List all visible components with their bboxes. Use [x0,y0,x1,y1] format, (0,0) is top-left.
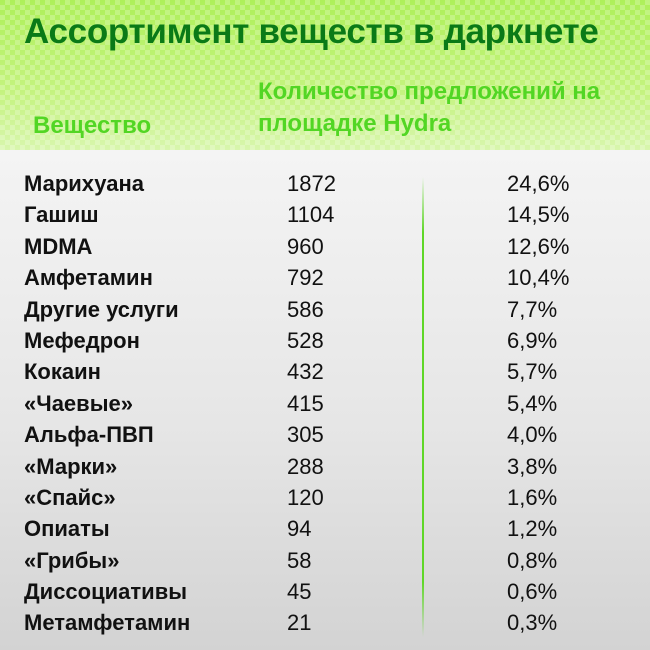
substance-name: Диссоциативы [24,579,188,605]
table-row: «Чаевые» 415 5,4% [0,388,650,419]
substance-name: «Спайс» [24,484,116,510]
offer-count: 305 [287,422,324,448]
offer-count: 960 [287,233,324,259]
substance-name: Кокаин [24,359,101,385]
offer-percent: 14,5% [507,202,570,228]
offer-percent: 10,4% [507,265,570,291]
substance-name: «Грибы» [24,547,120,573]
offer-percent: 1,2% [507,516,558,542]
substance-name: Мефедрон [24,327,140,353]
substance-name: Другие услуги [24,296,179,322]
offer-percent: 12,6% [507,233,570,259]
offer-percent: 5,4% [507,390,558,416]
substance-name: Альфа-ПВП [24,422,154,448]
offer-count: 120 [287,484,324,510]
table-row: «Спайс» 120 1,6% [0,482,650,513]
offer-count: 94 [287,516,312,542]
offer-count: 1104 [287,202,335,228]
column-divider [422,177,424,637]
table-row: Другие услуги 586 7,7% [0,294,650,325]
table-row: Опиаты 94 1,2% [0,513,650,544]
offer-count: 586 [287,296,324,322]
substance-name: MDMA [24,233,93,259]
table-row: Метамфетамин 21 0,3% [0,607,650,638]
offer-count: 415 [287,390,324,416]
offer-percent: 0,6% [507,579,558,605]
table-row: Гашиш 1104 14,5% [0,199,650,230]
table-row: MDMA 960 12,6% [0,231,650,262]
table-row: Кокаин 432 5,7% [0,356,650,387]
offer-count: 58 [287,547,312,573]
table-row: Альфа-ПВП 305 4,0% [0,419,650,450]
offer-count: 432 [287,359,324,385]
offer-count: 528 [287,327,324,353]
substance-name: «Чаевые» [24,390,133,416]
table-row: «Грибы» 58 0,8% [0,545,650,576]
offer-percent: 3,8% [507,453,558,479]
table-rows: Марихуана 1872 24,6% Гашиш 1104 14,5% MDMA 960 1… [0,168,650,639]
table-row: Мефедрон 528 6,9% [0,325,650,356]
chart-title: Ассортимент веществ в даркнете [24,12,599,51]
offer-count: 21 [287,610,312,636]
substance-name: Метамфетамин [24,610,191,636]
header-panel: Ассортимент веществ в даркнете Вещество … [0,0,650,150]
offer-percent: 4,0% [507,422,558,448]
substance-name: Амфетамин [24,265,153,291]
column-header-offers: Количество предложений на площадке Hydra [258,78,601,137]
substance-name: Марихуана [24,171,145,196]
table-body-background [0,150,650,650]
offer-count: 45 [287,579,312,605]
offer-count: 1872 [287,171,336,196]
offer-count: 288 [287,453,324,479]
column-header-substance: Вещество [33,112,152,139]
offer-percent: 5,7% [507,359,558,385]
offer-percent: 0,8% [507,547,558,573]
table-row: Амфетамин 792 10,4% [0,262,650,293]
substance-name: Гашиш [24,202,99,228]
offer-percent: 7,7% [507,296,558,322]
table-row: Диссоциативы 45 0,6% [0,576,650,607]
offer-percent: 24,6% [507,171,570,196]
substance-name: Опиаты [24,516,110,542]
table-row: Марихуана 1872 24,6% [0,168,650,199]
table-row: «Марки» 288 3,8% [0,451,650,482]
offer-percent: 6,9% [507,327,558,353]
offer-percent: 0,3% [507,610,558,636]
offer-count: 792 [287,265,324,291]
offer-percent: 1,6% [507,484,558,510]
substance-name: «Марки» [24,453,118,479]
